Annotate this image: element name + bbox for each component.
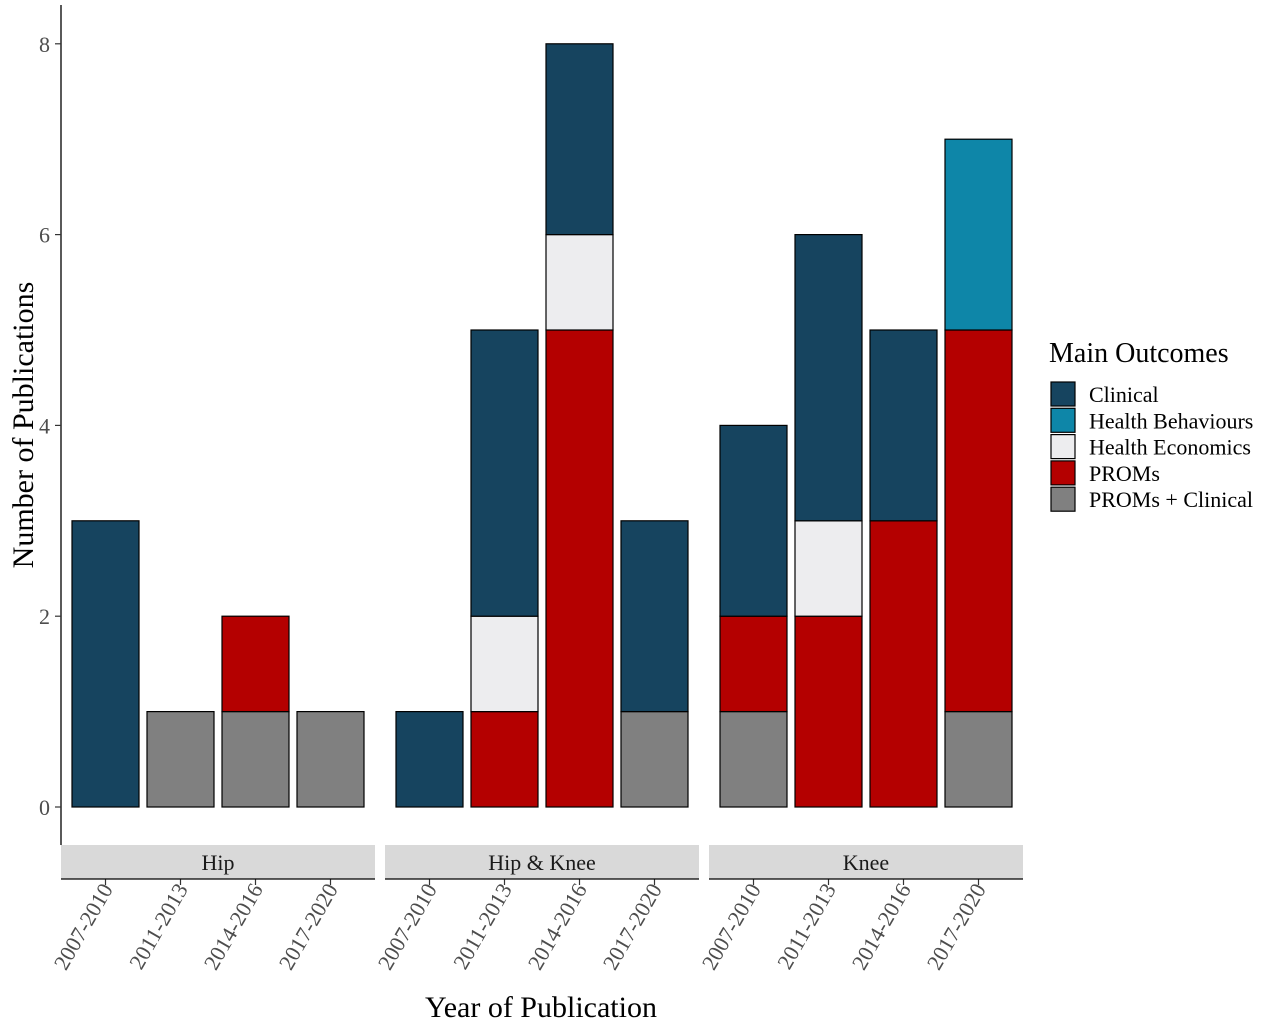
- bar-segment-clinical: [71, 520, 140, 808]
- panel-hip: 2007-2010 2011-2013 2014-2016 2017-2020 Hip: [49, 520, 375, 974]
- legend-swatch-health-behaviours: [1050, 407, 1076, 433]
- x-tick-label: 2014-2016: [847, 879, 916, 974]
- legend-label-proms: PROMs: [1089, 461, 1160, 486]
- x-tick-label: 2011-2013: [448, 879, 517, 973]
- legend-swatch-health-economics: [1050, 434, 1076, 460]
- bar-segment-clinical: [620, 520, 689, 713]
- panels: 2007-2010 2011-2013 2014-2016 2017-2020Hip2…: [49, 43, 1023, 974]
- x-tick-label: 2017-2020: [598, 879, 667, 974]
- bar-segment-proms-clinical: [296, 710, 365, 808]
- bar-segment-clinical: [545, 43, 614, 236]
- facet-strip: [61, 845, 375, 879]
- bar-segment-proms-clinical: [221, 710, 290, 808]
- bar-segment-clinical: [470, 329, 539, 617]
- panel-hip-knee: 2007-2010 2011-2013 2014-2016 2017-2020Hip …: [373, 43, 699, 974]
- legend-swatch-proms: [1050, 460, 1076, 486]
- facet-strip-label: Hip: [202, 850, 235, 875]
- facet-strip: [709, 845, 1023, 879]
- bar-segment-health-economics: [545, 234, 614, 331]
- legend-label-health-behaviours: Health Behaviours: [1089, 408, 1253, 433]
- y-tick-label: 4: [39, 413, 50, 438]
- x-axis-title: Year of Publication: [425, 991, 657, 1021]
- bar-segment-proms: [794, 615, 863, 808]
- bar-segment-proms-clinical: [620, 710, 689, 808]
- facet-strip-label: Hip & Knee: [488, 850, 596, 875]
- y-tick-label: 6: [39, 223, 50, 248]
- y-axis: 0 2 4 6 8: [39, 5, 62, 845]
- panel-knee: 2007-2010 2011-2013 2014-2016 2017-2020 Knee: [697, 138, 1023, 974]
- x-tick-label: 2011-2013: [772, 879, 841, 973]
- bar-segment-proms: [545, 329, 614, 808]
- y-tick-label: 2: [39, 604, 50, 629]
- y-tick-label: 8: [39, 32, 50, 57]
- bar-segment-proms: [944, 329, 1013, 713]
- bar-segment-health-economics: [794, 520, 863, 617]
- bar-segment-health-behaviours: [944, 138, 1013, 331]
- bar-segment-clinical: [794, 234, 863, 522]
- x-tick-label: 2007-2010: [49, 879, 118, 974]
- bar-segment-proms-clinical: [146, 710, 215, 808]
- bar-segment-proms: [719, 615, 788, 713]
- bar-segment-clinical: [869, 329, 938, 522]
- y-axis-title: Number of Publications: [7, 282, 40, 569]
- x-tick-label: 2014-2016: [199, 879, 268, 974]
- x-tick-label: 2017-2020: [274, 879, 343, 974]
- legend-swatch-clinical: [1050, 381, 1076, 407]
- y-tick-label: 0: [39, 795, 50, 820]
- x-tick-label: 2007-2010: [373, 879, 442, 974]
- facet-strip-label: Knee: [843, 850, 889, 875]
- x-tick-label: 2011-2013: [124, 879, 193, 973]
- bar-segment-health-economics: [470, 615, 539, 713]
- bar-segment-clinical: [395, 710, 464, 808]
- bar-segment-clinical: [719, 424, 788, 617]
- bar-segment-proms-clinical: [719, 710, 788, 808]
- legend-label-clinical: Clinical: [1089, 382, 1159, 407]
- bar-segment-proms: [221, 615, 290, 713]
- legend-swatch-proms-clinical: [1050, 486, 1076, 512]
- legend-label-proms-clinical: PROMs + Clinical: [1089, 487, 1253, 512]
- facet-strip: [385, 845, 699, 879]
- bar-segment-proms: [470, 710, 539, 808]
- x-tick-label: 2014-2016: [523, 879, 592, 974]
- bar-segment-proms-clinical: [944, 710, 1013, 808]
- legend-title: Main Outcomes: [1049, 338, 1229, 369]
- x-tick-label: 2007-2010: [697, 879, 766, 974]
- bar-segment-proms: [869, 520, 938, 808]
- legend-label-health-economics: Health Economics: [1089, 435, 1251, 460]
- x-tick-label: 2017-2020: [922, 879, 991, 974]
